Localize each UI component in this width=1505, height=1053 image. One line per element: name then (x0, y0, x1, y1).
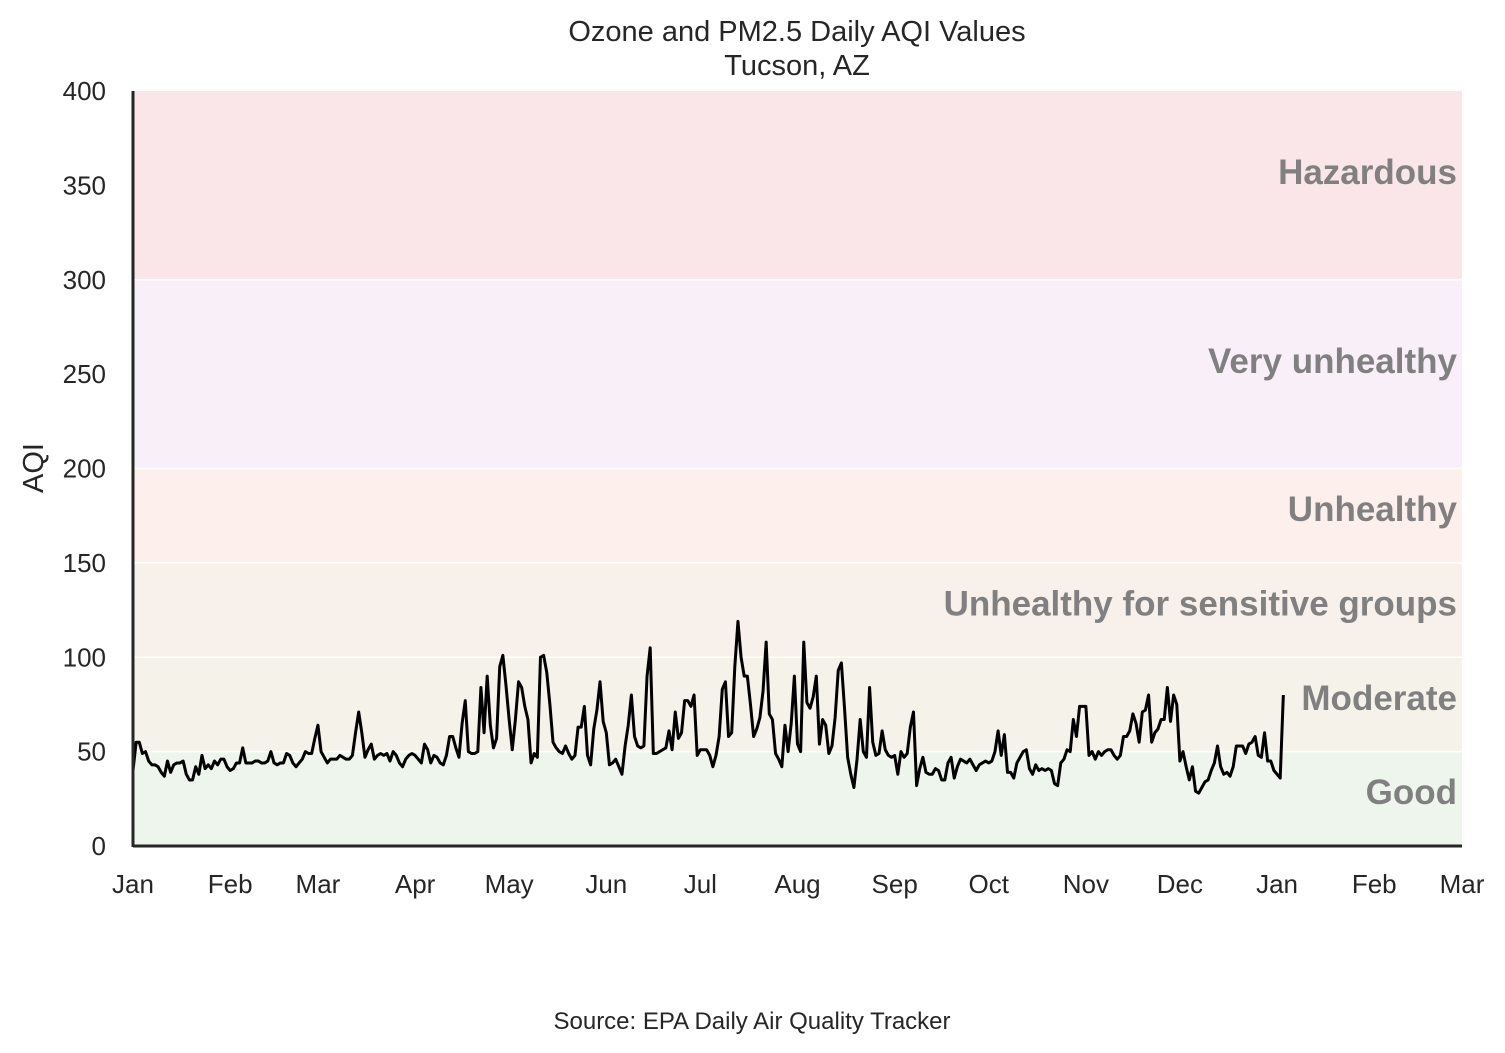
chart-subtitle: Tucson, AZ (724, 50, 870, 82)
band-hazardous (133, 91, 1462, 280)
x-tick-label: Sep (872, 869, 918, 899)
x-tick-label: Jan (112, 869, 154, 899)
y-tick-label: 0 (92, 831, 106, 861)
y-tick-label: 200 (63, 454, 106, 484)
y-tick-label: 50 (77, 737, 106, 767)
x-tick-label: Oct (968, 869, 1009, 899)
y-tick-label: 150 (63, 548, 106, 578)
x-tick-label: Jul (684, 869, 717, 899)
x-tick-label: Dec (1157, 869, 1203, 899)
y-tick-label: 400 (63, 76, 106, 106)
band-unhealthy-for-sensitive-groups (133, 562, 1462, 658)
x-tick-label: Nov (1063, 869, 1109, 899)
x-tick-label: May (485, 869, 534, 899)
x-tick-label: Mar (296, 869, 341, 899)
y-tick-label: 300 (63, 265, 106, 295)
aqi-series-line (131, 619, 1285, 795)
aqi-category-bands (133, 91, 1462, 846)
x-tick-label: Apr (395, 869, 436, 899)
x-tick-label: Mar (1440, 869, 1485, 899)
band-label-unhealthy-for-sensitive-groups: Unhealthy for sensitive groups (944, 584, 1457, 623)
x-tick-label: Feb (1352, 869, 1397, 899)
x-axis-ticks: Jan Feb Mar Apr May Jun Jul Aug Sep Oct Nov Dec Jan F… (112, 869, 1485, 899)
band-unhealthy (133, 468, 1462, 563)
y-tick-label: 350 (63, 170, 106, 200)
x-tick-label: Feb (208, 869, 253, 899)
band-label-very-unhealthy: Very unhealthy (1208, 342, 1458, 381)
chart-title: Ozone and PM2.5 Daily AQI Values (568, 16, 1025, 48)
band-very-unhealthy (133, 279, 1462, 469)
y-tick-label: 100 (63, 642, 106, 672)
source-note: Source: EPA Daily Air Quality Tracker (553, 1008, 950, 1035)
band-label-hazardous: Hazardous (1278, 153, 1457, 192)
y-tick-label: 250 (63, 359, 106, 389)
band-good (133, 751, 1462, 846)
band-label-unhealthy: Unhealthy (1288, 490, 1458, 529)
x-tick-label: Aug (774, 869, 820, 899)
band-label-good: Good (1366, 773, 1457, 812)
x-tick-label: Jun (585, 869, 627, 899)
y-axis-ticks: 0 50 100 150 200 250 300 350 400 (63, 76, 106, 861)
aqi-category-labels: Good Moderate Unhealthy for sensitive grou… (944, 153, 1458, 812)
band-label-moderate: Moderate (1301, 679, 1457, 718)
y-axis-label: AQI (18, 443, 50, 493)
x-tick-label: Jan (1256, 869, 1298, 899)
